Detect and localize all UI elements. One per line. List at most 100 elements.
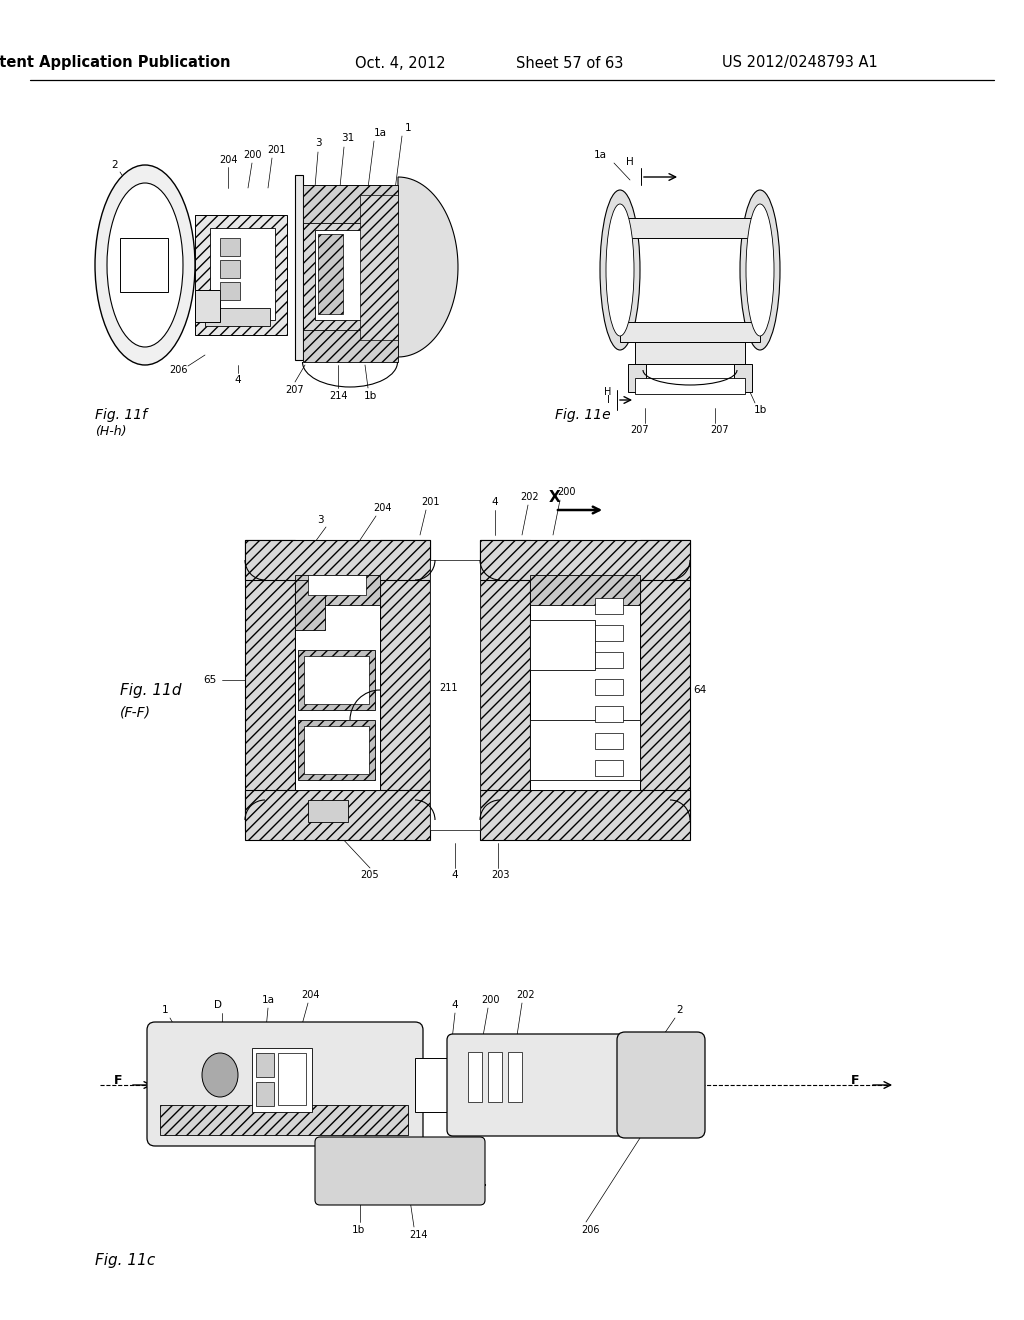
Text: 206: 206 [169,366,187,375]
Bar [595,678,623,696]
Text: H: H [626,157,634,168]
Text: 1a: 1a [261,995,274,1005]
FancyBboxPatch shape [147,1022,423,1146]
Bar [220,282,240,300]
Text: Fig. 11e: Fig. 11e [555,408,610,422]
Text: 1b: 1b [364,391,377,401]
Text: 2: 2 [677,1005,683,1015]
Ellipse shape [600,190,640,350]
Text: I: I [606,395,609,405]
Bar [734,364,752,392]
Bar [245,540,430,579]
Bar [595,652,623,668]
Text: 1: 1 [162,1005,168,1015]
Bar [210,228,275,319]
Bar [360,195,398,341]
Bar [195,215,287,335]
Bar [160,1105,408,1135]
Ellipse shape [106,183,183,347]
Bar [430,560,480,830]
Text: 202: 202 [517,990,536,1001]
Ellipse shape [95,165,195,366]
Text: Patent Application Publication: Patent Application Publication [0,55,230,70]
Text: Oct. 4, 2012: Oct. 4, 2012 [354,55,445,70]
Bar [315,230,385,319]
Text: 204: 204 [373,503,391,513]
Bar [480,540,530,830]
Text: X: X [444,1168,456,1181]
Bar [195,290,220,322]
Bar [620,322,760,342]
Text: 202: 202 [520,492,540,502]
Bar [620,238,760,322]
Text: 1a: 1a [594,150,606,160]
Text: 4: 4 [492,498,499,507]
Text: 207: 207 [631,425,649,436]
Text: 201: 201 [421,498,439,507]
Bar [635,378,745,393]
Text: 4: 4 [234,375,242,385]
Bar [278,1053,306,1105]
Text: 1b: 1b [351,1225,365,1236]
Text: Sheet 57 of 63: Sheet 57 of 63 [516,55,624,70]
Ellipse shape [606,205,634,337]
Text: (H-h): (H-h) [95,425,127,438]
Bar [120,238,168,292]
Text: 207: 207 [711,425,729,436]
Text: 1: 1 [404,123,412,133]
Text: 203: 203 [490,870,509,880]
Bar [635,342,745,364]
Bar [205,308,270,326]
Bar [620,218,760,238]
Bar [480,540,690,579]
FancyBboxPatch shape [315,1137,485,1205]
Text: 200: 200 [480,995,500,1005]
Bar [508,1052,522,1102]
Bar [220,238,240,256]
Text: 3: 3 [316,515,324,525]
Text: 1a: 1a [374,128,386,139]
Text: X: X [549,491,561,506]
Bar [295,579,325,630]
Text: 4: 4 [452,1001,459,1010]
Bar [220,260,240,279]
Text: 1b: 1b [754,405,767,414]
Text: (F-F): (F-F) [120,705,151,719]
Bar [318,234,343,314]
Bar [298,649,375,710]
Text: 200: 200 [243,150,261,160]
Bar [308,576,366,595]
Bar [303,185,398,350]
Text: 206: 206 [581,1225,599,1236]
Bar [256,1053,274,1077]
Bar [595,598,623,614]
Ellipse shape [740,190,780,350]
Text: 207: 207 [286,385,304,395]
Bar [303,330,398,362]
Bar [295,576,380,605]
Text: 65: 65 [204,675,217,685]
Text: Fig. 11f: Fig. 11f [95,408,147,422]
Bar [530,620,595,671]
Text: 200: 200 [557,487,575,498]
Bar [530,719,640,780]
Bar [415,1059,453,1111]
Bar [595,760,623,776]
Bar [640,540,690,830]
Bar [245,540,295,830]
Bar [468,1052,482,1102]
Bar [295,579,380,789]
Text: 64: 64 [693,685,707,696]
Bar [298,719,375,780]
Bar [530,576,640,605]
Text: 211: 211 [438,682,458,693]
Bar [488,1052,502,1102]
Text: Fig. 11c: Fig. 11c [95,1253,156,1267]
Text: 204: 204 [219,154,238,165]
Bar [304,726,369,774]
Bar [245,789,430,840]
Text: 4: 4 [452,870,459,880]
Bar [595,624,623,642]
Text: F: F [851,1073,859,1086]
Text: 3: 3 [314,139,322,148]
